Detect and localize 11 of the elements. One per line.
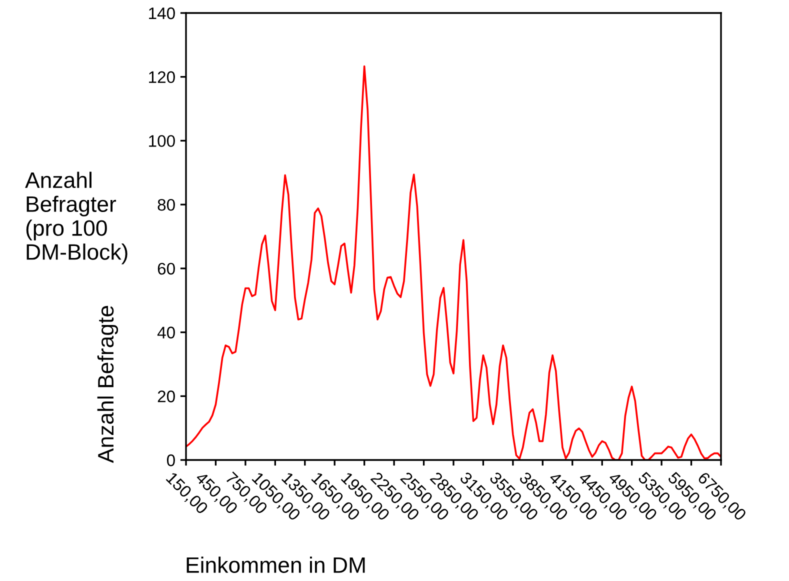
text: Anzahl Befragter (pro 100 DM-Block) — [25, 172, 128, 264]
y-tick-label: 20 — [158, 390, 175, 402]
y-tick-label: 100 — [149, 135, 175, 147]
y-tick-label: 0 — [166, 454, 175, 466]
y-axis-title: Anzahl Befragte — [97, 306, 118, 464]
y-tick-label: 60 — [158, 262, 175, 275]
x-axis-title: Einkommen in DM — [186, 556, 365, 573]
y-tick-label: 140 — [149, 7, 175, 20]
y-tick-label: 120 — [149, 71, 175, 84]
y-tick-label: 40 — [157, 326, 175, 338]
y-tick-label: 80 — [158, 198, 175, 211]
